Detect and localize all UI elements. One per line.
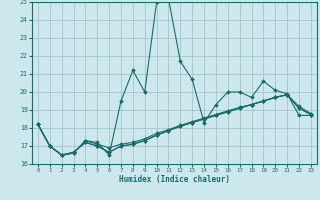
X-axis label: Humidex (Indice chaleur): Humidex (Indice chaleur) (119, 175, 230, 184)
